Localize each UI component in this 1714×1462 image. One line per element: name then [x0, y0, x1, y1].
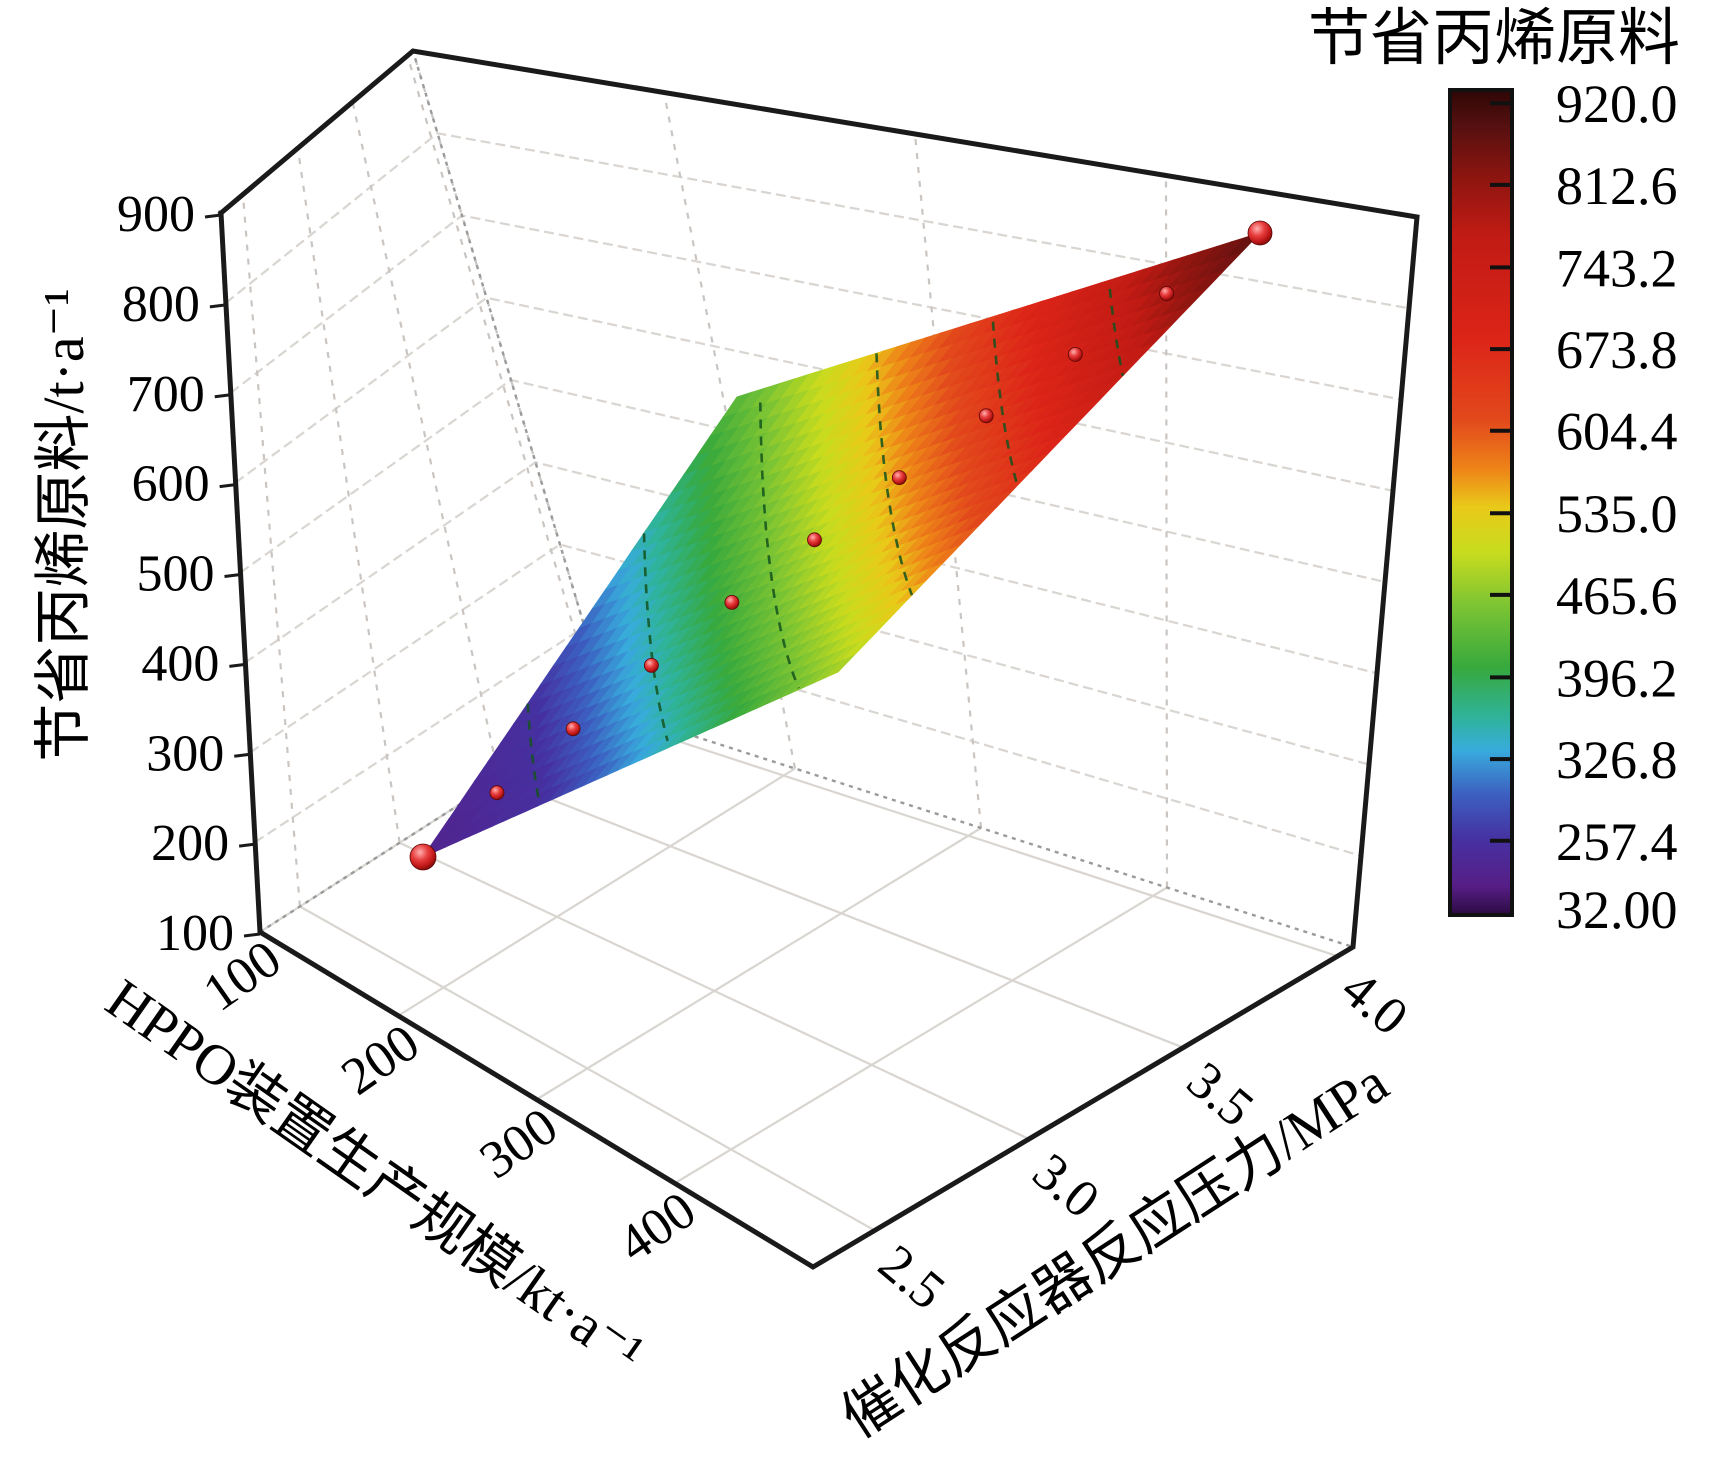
colorbar-ticks: 920.0 812.6 743.2 673.8 604.4 535.0 465.…	[1490, 74, 1678, 940]
svg-text:326.8: 326.8	[1556, 730, 1678, 790]
svg-text:673.8: 673.8	[1556, 320, 1678, 380]
data-point	[891, 470, 907, 486]
svg-text:600: 600	[132, 456, 210, 513]
data-point	[1247, 220, 1273, 246]
svg-text:812.6: 812.6	[1556, 156, 1678, 216]
colorbar: 920.0 812.6 743.2 673.8 604.4 535.0 465.…	[1448, 74, 1678, 940]
svg-text:500: 500	[137, 546, 215, 603]
z-axis-title: 节省丙烯原料/t·a⁻¹	[31, 288, 96, 762]
svg-text:604.4: 604.4	[1556, 402, 1678, 462]
data-point	[1159, 286, 1174, 301]
svg-text:743.2: 743.2	[1556, 238, 1678, 298]
data-point	[489, 785, 505, 801]
data-point	[724, 595, 740, 610]
data-point	[565, 721, 581, 737]
svg-text:32.00: 32.00	[1556, 880, 1678, 940]
svg-text:100: 100	[156, 905, 234, 962]
data-point	[644, 658, 659, 673]
data-point	[978, 408, 994, 424]
svg-text:920.0: 920.0	[1556, 74, 1678, 134]
svg-text:4.0: 4.0	[1331, 960, 1419, 1047]
z-axis-ticks: 900 800 700 600 500 400 300 200 100	[117, 186, 261, 962]
colorbar-title: 节省丙烯原料	[1307, 5, 1681, 73]
svg-text:257.4: 257.4	[1556, 812, 1678, 872]
scatter-points	[409, 220, 1273, 871]
svg-text:200: 200	[151, 815, 229, 872]
svg-text:396.2: 396.2	[1556, 648, 1678, 708]
svg-text:300: 300	[146, 725, 224, 782]
svg-text:700: 700	[127, 366, 205, 423]
data-point	[807, 532, 822, 548]
box-edges	[217, 48, 1420, 1270]
svg-text:400: 400	[141, 635, 219, 692]
contour-lines	[526, 288, 1125, 801]
svg-text:465.6: 465.6	[1556, 566, 1678, 626]
svg-text:535.0: 535.0	[1556, 484, 1678, 544]
svg-text:900: 900	[117, 186, 195, 243]
data-point	[409, 843, 437, 871]
svg-text:800: 800	[122, 276, 200, 333]
data-point	[1067, 346, 1083, 362]
